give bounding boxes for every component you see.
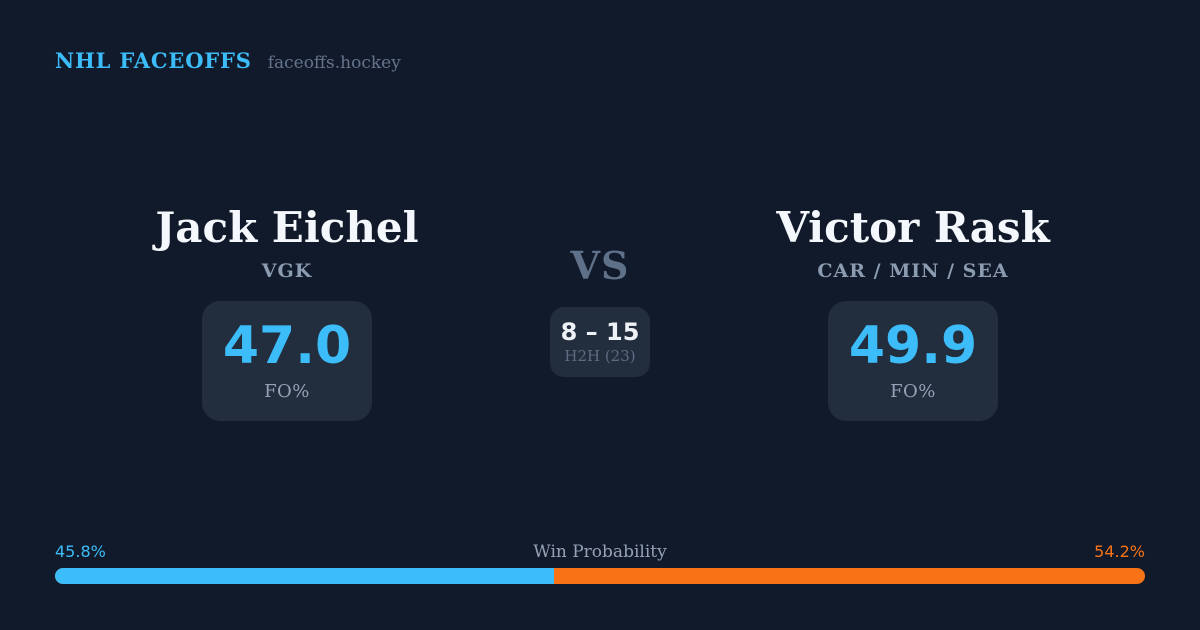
h2h-score: 8 – 15 — [560, 317, 640, 346]
player-right-fo-pct: 49.9 — [848, 316, 978, 377]
header: NHL FACEOFFS faceoffs.hockey — [55, 48, 401, 73]
player-right-team: CAR / MIN / SEA — [817, 260, 1009, 283]
brand-title: NHL FACEOFFS — [55, 48, 252, 73]
win-probability-bar-blue-segment — [55, 568, 555, 584]
player-right-column: Victor Rask CAR / MIN / SEA 49.9 FO% — [723, 203, 1103, 422]
h2h-label: H2H (23) — [564, 346, 636, 365]
player-left-team: VGK — [261, 260, 313, 283]
vs-column: VS 8 – 15 H2H (23) — [510, 247, 690, 377]
player-left-column: Jack Eichel VGK 47.0 FO% — [97, 203, 477, 422]
site-domain: faceoffs.hockey — [267, 53, 401, 73]
vs-label: VS — [570, 243, 630, 288]
win-probability-title: Win Probability — [533, 542, 667, 562]
win-probability-right-pct: 54.2% — [1094, 542, 1145, 561]
player-left-fo-pct: 47.0 — [222, 316, 352, 377]
player-right-stat-label: FO% — [890, 381, 936, 403]
player-right-stat-card: 49.9 FO% — [828, 301, 998, 422]
h2h-card: 8 – 15 H2H (23) — [550, 307, 650, 377]
win-probability-left-pct: 45.8% — [55, 542, 106, 561]
player-left-name: Jack Eichel — [155, 203, 419, 252]
player-right-name: Victor Rask — [776, 203, 1050, 252]
win-probability-labels: 45.8% Win Probability 54.2% — [55, 542, 1145, 562]
player-left-stat-card: 47.0 FO% — [202, 301, 372, 422]
player-left-stat-label: FO% — [264, 381, 310, 403]
win-probability-bar — [55, 568, 1145, 584]
